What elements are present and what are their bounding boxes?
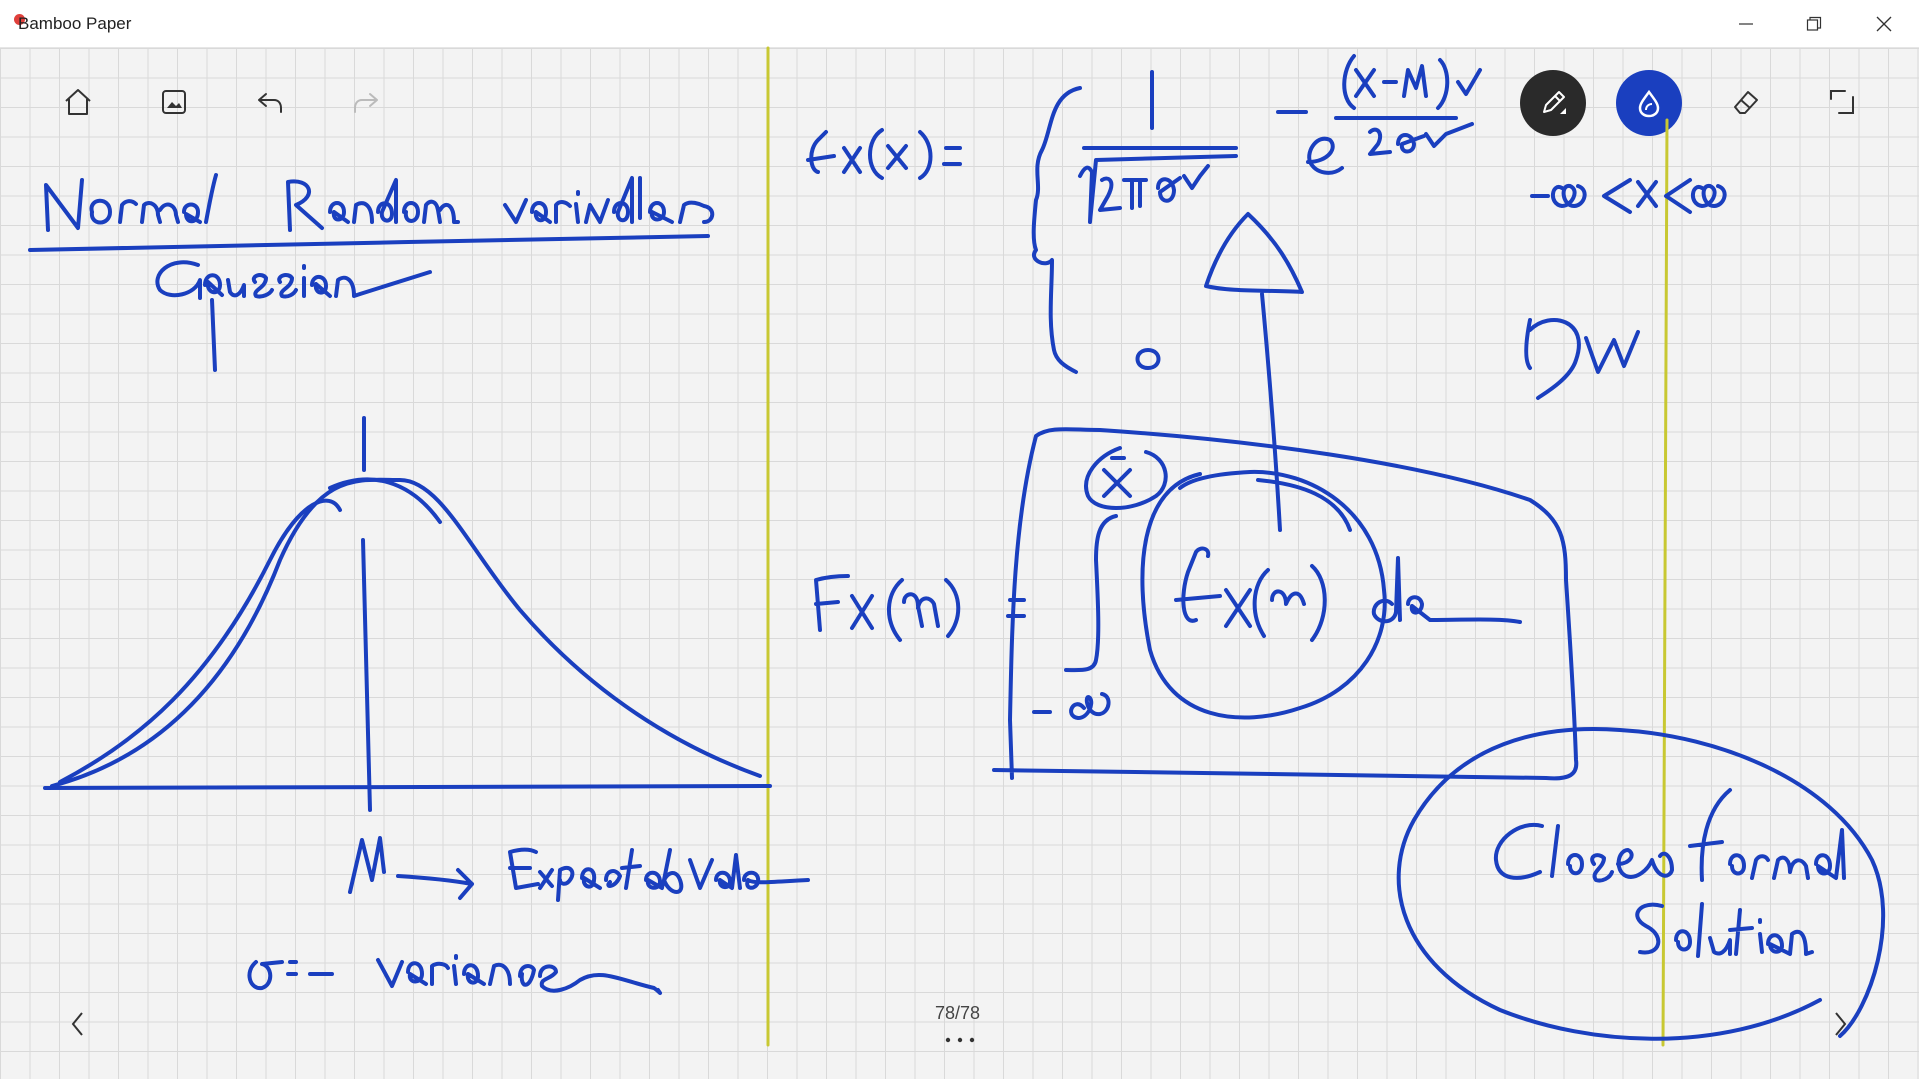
app-logo-icon	[14, 14, 25, 25]
crop-button[interactable]	[1810, 70, 1874, 134]
app-title: Bamboo Paper	[18, 14, 132, 33]
notebook-canvas[interactable]	[0, 48, 1919, 1079]
restore-button[interactable]	[1780, 0, 1848, 48]
minimize-button[interactable]	[1712, 0, 1780, 48]
insert-image-button[interactable]	[142, 70, 206, 134]
redo-button[interactable]	[334, 70, 398, 134]
minimize-icon	[1739, 23, 1753, 25]
more-options-button[interactable]	[940, 1030, 980, 1050]
home-button[interactable]	[46, 70, 110, 134]
restore-icon	[1806, 16, 1822, 31]
eraser-button[interactable]	[1714, 70, 1778, 134]
title-bar: Bamboo Paper	[0, 0, 1919, 48]
previous-page-button[interactable]	[46, 992, 110, 1056]
chevron-left-icon	[71, 1012, 83, 1036]
pen-tool-icon	[1543, 91, 1566, 114]
pen-tool-button[interactable]	[1520, 70, 1586, 136]
insert-image-icon	[162, 90, 186, 114]
undo-button[interactable]	[238, 70, 302, 134]
ink-color-icon	[1638, 89, 1660, 118]
chevron-right-icon	[1835, 1012, 1847, 1036]
ink-color-button[interactable]	[1616, 70, 1682, 136]
crop-icon	[1830, 90, 1854, 114]
page-counter: 78/78	[935, 1003, 981, 1023]
undo-icon	[258, 93, 282, 113]
close-icon	[1876, 16, 1892, 32]
next-page-button[interactable]	[1808, 992, 1872, 1056]
close-button[interactable]	[1850, 0, 1918, 48]
eraser-icon	[1734, 91, 1758, 114]
redo-icon	[354, 93, 378, 113]
home-icon	[65, 89, 91, 115]
more-dots-icon	[945, 1037, 975, 1043]
